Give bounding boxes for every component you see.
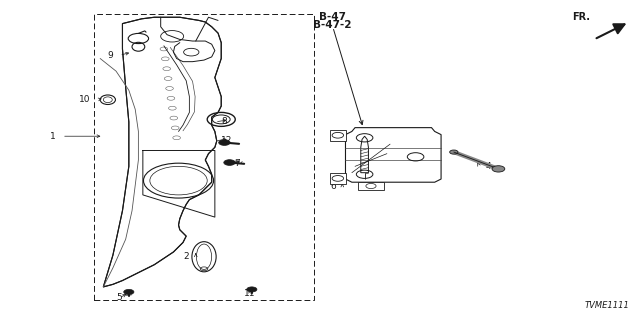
Text: 1: 1	[50, 132, 56, 141]
Circle shape	[492, 166, 505, 172]
Text: 9: 9	[107, 51, 113, 60]
FancyBboxPatch shape	[330, 130, 346, 141]
Text: 11: 11	[244, 289, 255, 298]
Polygon shape	[103, 17, 221, 287]
Text: B-47: B-47	[319, 12, 346, 22]
Text: 4: 4	[486, 162, 492, 171]
Bar	[94, 14, 314, 300]
Text: 6: 6	[330, 182, 336, 191]
Text: B-47-2: B-47-2	[314, 20, 352, 30]
Text: 7: 7	[234, 159, 240, 168]
Text: TVME1111: TVME1111	[584, 301, 629, 310]
Text: FR.: FR.	[572, 12, 589, 22]
Polygon shape	[358, 182, 384, 190]
Circle shape	[246, 287, 257, 292]
Polygon shape	[346, 128, 441, 182]
Polygon shape	[361, 136, 369, 173]
Text: 5: 5	[116, 293, 122, 302]
Text: 10: 10	[79, 95, 91, 104]
Ellipse shape	[450, 150, 458, 154]
FancyBboxPatch shape	[330, 173, 346, 184]
Text: 8: 8	[221, 117, 227, 126]
Circle shape	[224, 160, 236, 165]
Text: 3: 3	[368, 178, 374, 187]
Text: 2: 2	[184, 252, 189, 261]
Circle shape	[124, 289, 134, 294]
Circle shape	[219, 140, 230, 145]
Text: 12: 12	[221, 136, 232, 146]
